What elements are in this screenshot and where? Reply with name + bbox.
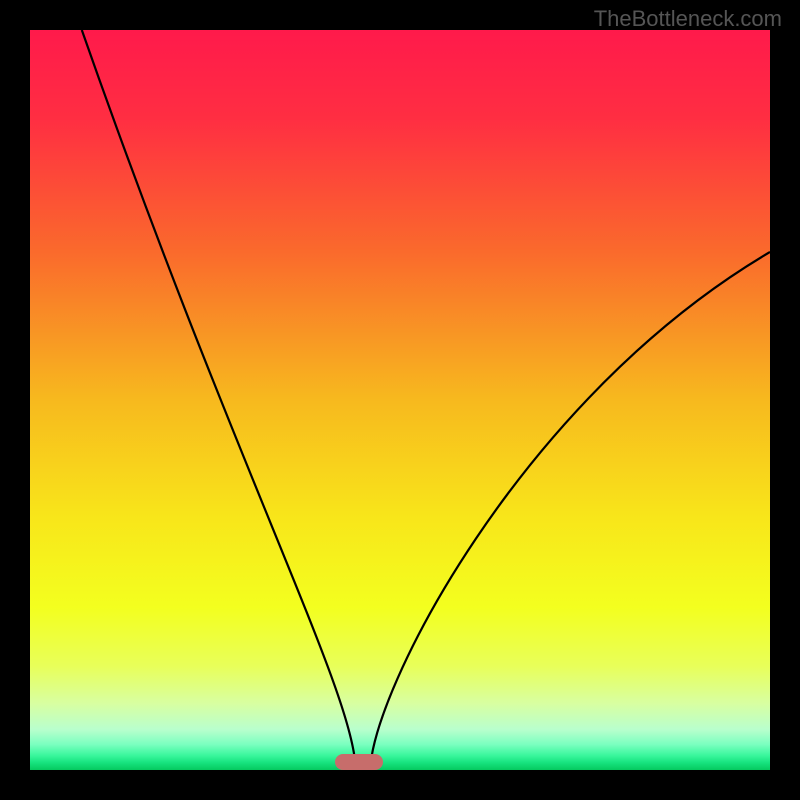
optimal-marker	[335, 754, 383, 770]
plot-area	[30, 30, 770, 770]
plot-background-gradient	[30, 30, 770, 770]
watermark-text: TheBottleneck.com	[594, 6, 782, 32]
